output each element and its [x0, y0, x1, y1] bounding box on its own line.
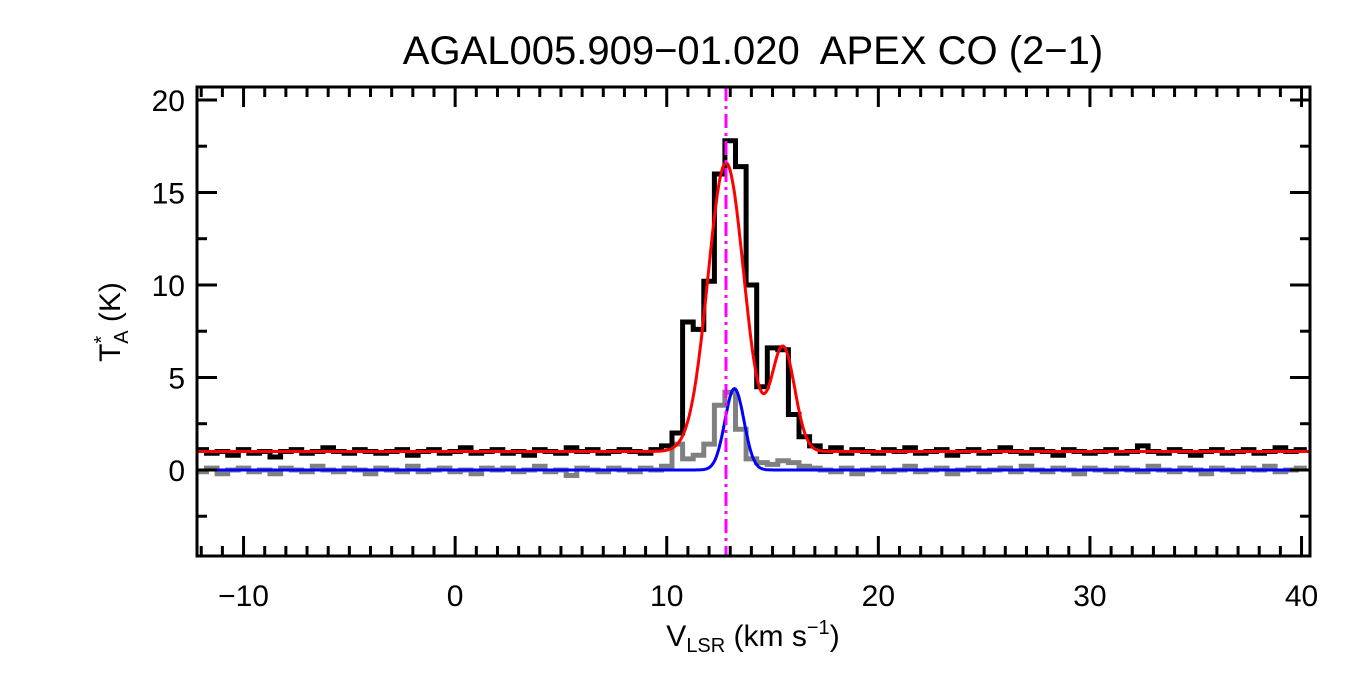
- x-axis-label: VLSR (km s−1): [666, 617, 839, 657]
- x-tick-label: 10: [650, 580, 683, 613]
- red-fit-line: [197, 161, 1310, 453]
- plot-area: [197, 87, 1310, 556]
- x-label-close: ): [830, 620, 840, 653]
- x-tick-label: 20: [862, 580, 895, 613]
- x-tick-label: 0: [447, 580, 464, 613]
- blue-fit-line: [197, 386, 1310, 472]
- x-label-main: V: [666, 620, 686, 653]
- x-label-unit: (km s: [725, 620, 807, 653]
- x-tick-label: 30: [1073, 580, 1106, 613]
- x-tick-label: −10: [218, 580, 269, 613]
- x-tick-label: 40: [1285, 580, 1318, 613]
- y-tick-label: 5: [168, 362, 185, 395]
- y-label-main: T: [94, 344, 127, 362]
- x-label-sup: −1: [807, 617, 830, 639]
- y-label-unit: (K): [94, 282, 127, 330]
- series-group: [197, 87, 1310, 556]
- plot-frame: [195, 85, 1312, 558]
- spectrum-gray-line: [197, 389, 1307, 478]
- chart-title: AGAL005.909−01.020 APEX CO (2−1): [403, 29, 1103, 73]
- y-tick-label: 0: [168, 455, 185, 488]
- spectrum-black-line: [197, 138, 1307, 460]
- y-axis-label: T*A (K): [91, 282, 133, 362]
- y-label-sup: *: [91, 336, 113, 344]
- x-label-sub: LSR: [686, 635, 725, 657]
- y-tick-label: 15: [152, 177, 185, 210]
- axes: −10 0 10 20 30 40 0 5 10 15 20: [152, 85, 1319, 613]
- y-tick-label: 10: [152, 270, 185, 303]
- y-tick-label: 20: [152, 85, 185, 118]
- y-label-sub: A: [111, 330, 133, 344]
